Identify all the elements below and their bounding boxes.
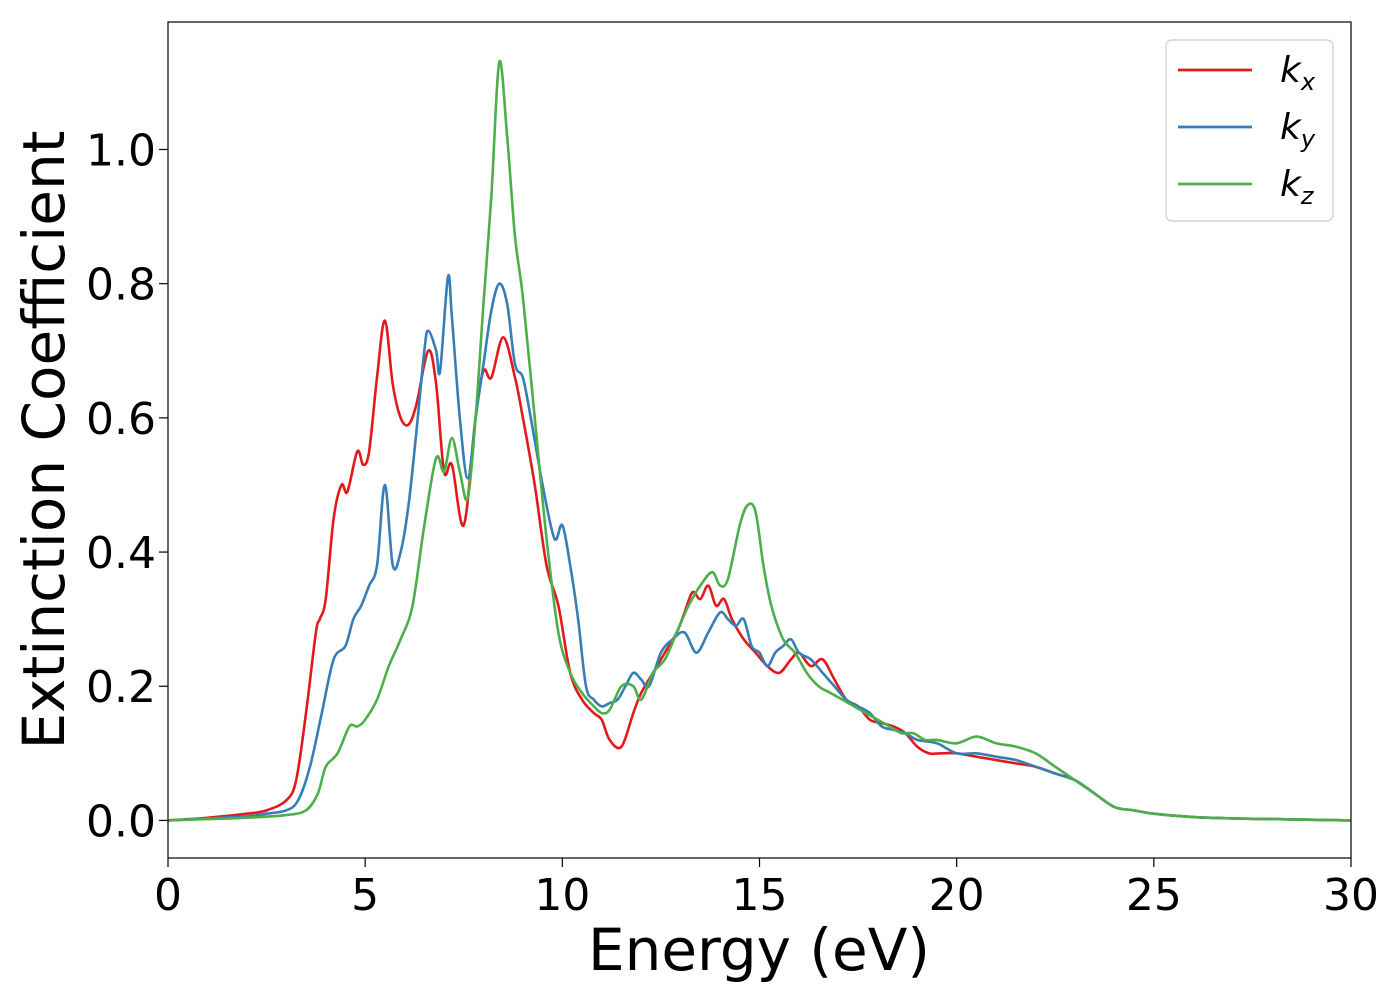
legend-label: kx	[1280, 50, 1316, 96]
x-tick-label: 5	[351, 870, 379, 921]
y-axis-title: Extinction Coefficient	[10, 131, 78, 750]
x-axis-title: Energy (eV)	[588, 916, 930, 984]
y-tick-label: 0.6	[86, 394, 156, 445]
y-tick-label: 0.4	[86, 528, 156, 579]
series-line-k-y	[168, 273, 1351, 822]
x-tick-label: 15	[732, 870, 788, 921]
legend-box	[1165, 39, 1334, 222]
x-tick-label: 0	[154, 870, 182, 921]
y-tick-label: 0.0	[86, 796, 156, 847]
series-line-k-z	[168, 59, 1351, 822]
y-tick-label: 1.0	[86, 125, 156, 176]
x-tick-label: 25	[1126, 870, 1182, 921]
x-tick-label: 30	[1323, 870, 1379, 921]
series-group	[168, 59, 1351, 822]
x-tick-label: 10	[534, 870, 590, 921]
x-tick-label: 20	[929, 870, 985, 921]
series-line-k-x	[168, 319, 1351, 822]
y-axis-title-group: Extinction Coefficient	[10, 131, 78, 750]
legend-label: ky	[1280, 107, 1316, 153]
y-tick-label: 0.8	[86, 260, 156, 311]
legend: kx ky kz	[1165, 39, 1334, 222]
tick-layer: 0 5 10 15 20 25 30 0.0 0.2 0.4 0.6 0.8 1.0	[86, 125, 1379, 921]
y-tick-label: 0.2	[86, 662, 156, 713]
legend-label: kz	[1280, 164, 1315, 210]
